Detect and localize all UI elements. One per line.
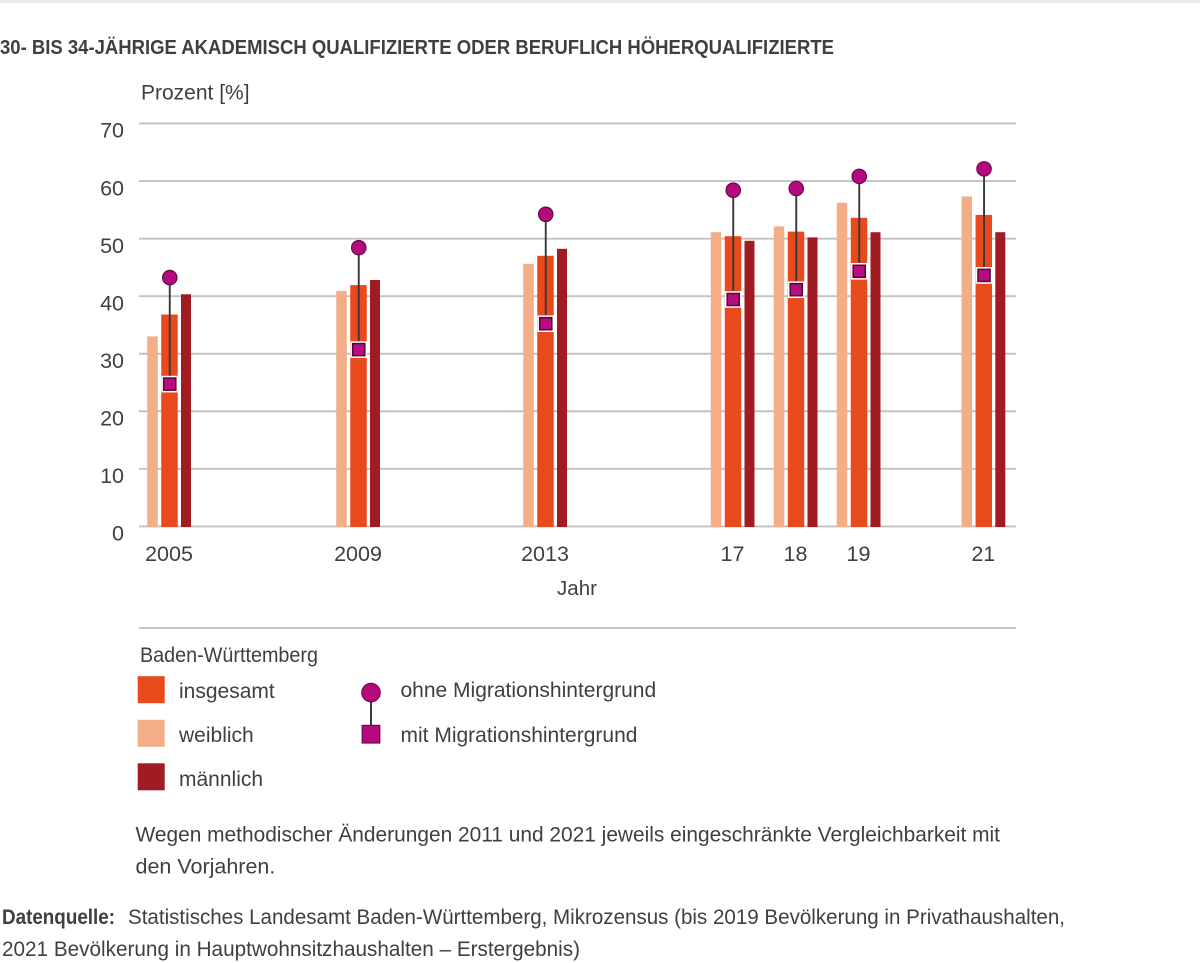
svg-text:60: 60 <box>100 176 124 200</box>
svg-text:Statistisches Landesamt Baden-: Statistisches Landesamt Baden-Württember… <box>128 905 1065 929</box>
svg-text:17: 17 <box>721 542 745 566</box>
svg-text:mit Migrationshintergrund: mit Migrationshintergrund <box>401 724 638 747</box>
svg-text:Wegen methodischer Änderungen: Wegen methodischer Änderungen 2011 und 2… <box>136 823 1001 847</box>
svg-text:männlich: männlich <box>179 768 263 791</box>
svg-text:weiblich: weiblich <box>178 724 254 747</box>
svg-text:insgesamt: insgesamt <box>179 680 275 703</box>
svg-text:Jahr: Jahr <box>557 577 597 600</box>
svg-text:den Vorjahren.: den Vorjahren. <box>136 855 276 879</box>
svg-text:50: 50 <box>100 234 124 258</box>
svg-text:21: 21 <box>971 542 995 566</box>
svg-text:30: 30 <box>100 349 124 373</box>
svg-text:19: 19 <box>847 542 871 566</box>
svg-text:18: 18 <box>784 542 808 566</box>
svg-text:30- BIS 34-JÄHRIGE AKADEMISCH: 30- BIS 34-JÄHRIGE AKADEMISCH QUALIFIZIE… <box>0 36 834 59</box>
svg-text:20: 20 <box>100 407 124 431</box>
svg-text:2005: 2005 <box>145 542 193 566</box>
svg-text:2009: 2009 <box>334 542 382 566</box>
svg-text:ohne Migrationshintergrund: ohne Migrationshintergrund <box>401 679 657 702</box>
svg-text:10: 10 <box>100 464 124 488</box>
svg-text:2013: 2013 <box>521 542 569 566</box>
svg-text:0: 0 <box>112 522 124 546</box>
svg-text:70: 70 <box>100 119 124 143</box>
svg-text:40: 40 <box>100 291 124 315</box>
svg-text:Prozent [%]: Prozent [%] <box>141 82 250 105</box>
svg-text:Datenquelle:: Datenquelle: <box>2 905 115 929</box>
svg-text:2021 Bevölkerung in Hauptwohns: 2021 Bevölkerung in Hauptwohnsitzhaushal… <box>2 937 580 961</box>
svg-text:Baden-Württemberg: Baden-Württemberg <box>140 644 318 667</box>
